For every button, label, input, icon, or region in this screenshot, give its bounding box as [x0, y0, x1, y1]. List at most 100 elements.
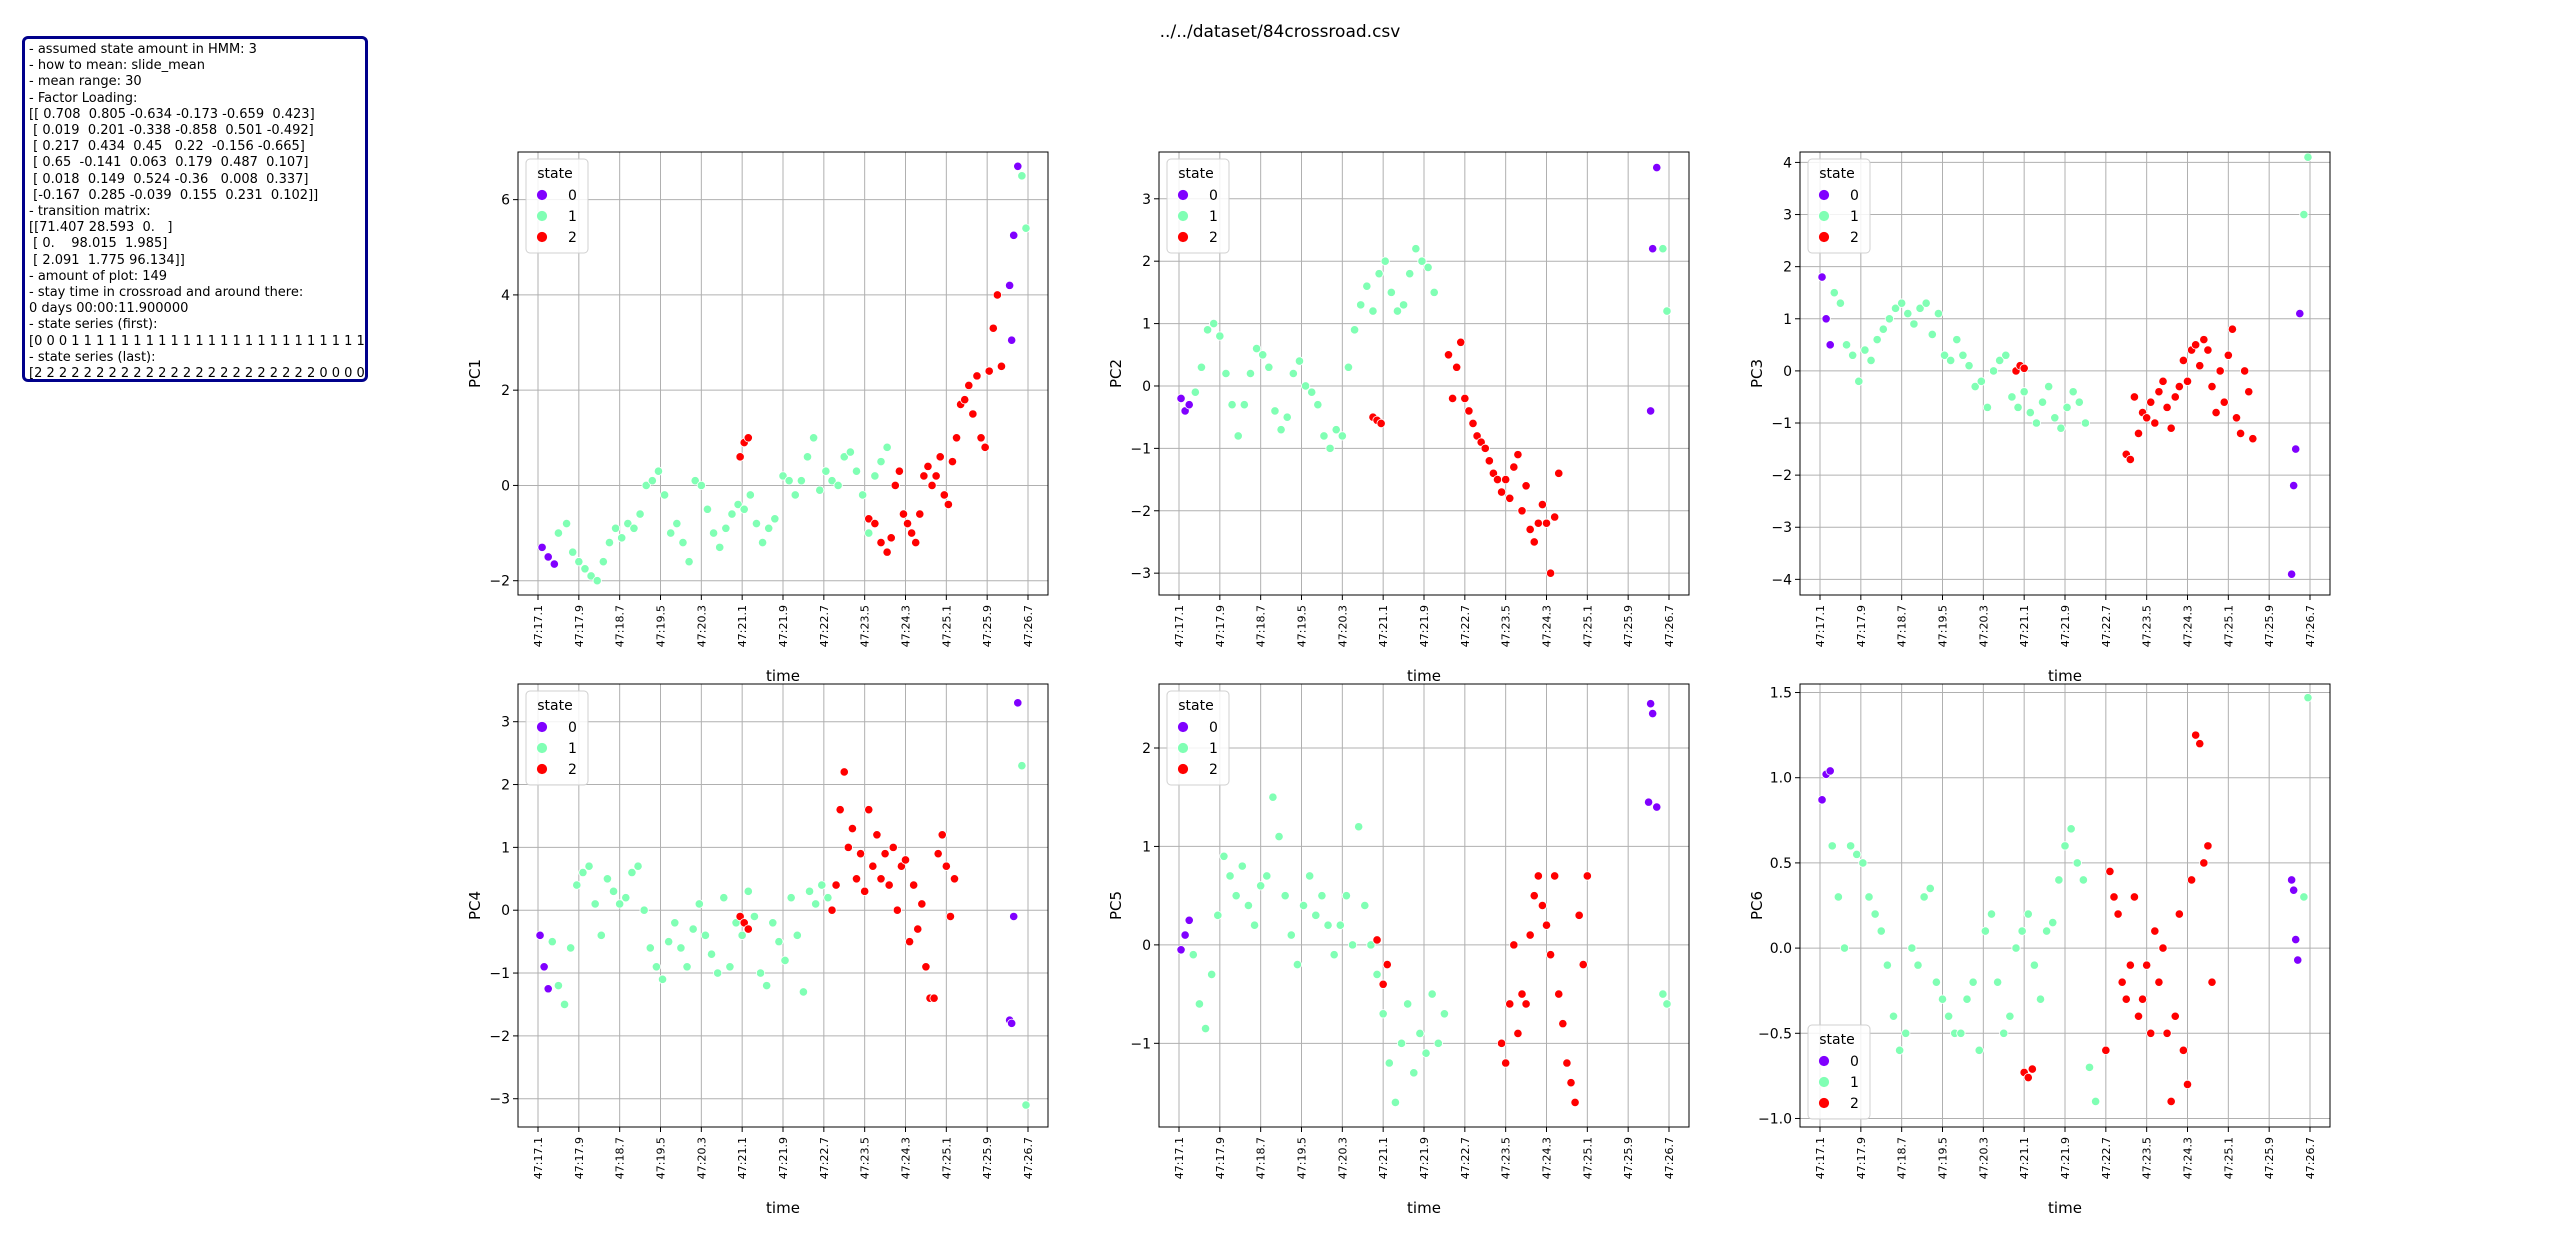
data-point-state-1	[733, 499, 743, 510]
data-point-state-2	[2101, 1045, 2111, 1055]
data-point-state-1	[786, 893, 796, 903]
data-point-state-1	[2017, 926, 2027, 936]
data-point-state-2	[864, 805, 874, 815]
legend-marker-state-0	[1818, 1055, 1830, 1067]
data-point-state-2	[2186, 875, 2197, 885]
data-point-state-2	[2231, 413, 2242, 423]
data-point-state-2	[1525, 930, 1535, 940]
data-point-state-1	[617, 533, 627, 543]
data-point-state-1	[1921, 298, 1931, 308]
data-point-state-2	[898, 509, 909, 519]
data-point-state-1	[1209, 318, 1219, 329]
info-line: [ 0.018 0.149 0.524 -0.36 0.008 0.337]	[29, 171, 309, 187]
data-point-state-2	[890, 480, 900, 491]
data-point-state-1	[858, 490, 868, 500]
data-point-state-2	[1480, 443, 1490, 453]
data-point-state-1	[1835, 298, 1846, 308]
data-point-state-2	[2137, 994, 2148, 1004]
data-point-state-2	[847, 823, 858, 834]
y-tick-label: 1.0	[1770, 771, 1792, 787]
info-line: 0 days 00:00:11.900000	[29, 301, 189, 317]
data-point-state-1	[1405, 269, 1415, 279]
data-point-state-1	[713, 968, 723, 978]
data-point-state-2	[943, 499, 953, 510]
data-point-state-1	[586, 571, 596, 581]
data-point-state-0	[535, 930, 545, 940]
info-line: [ 0.217 0.434 0.45 0.22 -0.156 -0.665]	[29, 139, 305, 155]
data-point-state-1	[727, 509, 737, 519]
data-point-state-1	[1200, 1023, 1211, 1034]
legend: state 0 1 2	[1807, 1024, 1871, 1120]
data-point-state-1	[1919, 892, 1929, 902]
data-point-state-2	[951, 433, 962, 443]
data-point-state-2	[1537, 499, 1548, 510]
y-axis-label: PC6	[1748, 891, 1766, 920]
x-tick-label: 47:17.9	[1855, 605, 1868, 647]
data-point-state-1	[1662, 306, 1672, 316]
data-point-state-1	[1854, 376, 1864, 386]
data-point-state-2	[1464, 406, 1474, 416]
y-tick-label: −0.5	[1758, 1026, 1792, 1042]
data-point-state-1	[1194, 999, 1205, 1009]
info-box: - assumed state amount in HMM: 3 - how t…	[22, 36, 368, 382]
data-point-state-2	[1496, 487, 1507, 497]
x-tick-label: 47:25.9	[981, 605, 994, 647]
data-point-state-1	[1329, 950, 1339, 960]
data-point-state-2	[2166, 1096, 2176, 1107]
data-point-state-2	[1545, 950, 1556, 960]
data-point-state-2	[2023, 1072, 2033, 1083]
y-tick-label: 0	[501, 903, 510, 919]
data-point-state-0	[537, 542, 547, 552]
data-point-state-1	[651, 962, 662, 972]
data-point-state-1	[1323, 920, 1333, 930]
data-point-state-1	[1901, 1028, 1911, 1038]
data-point-state-2	[2178, 355, 2189, 366]
data-point-state-1	[1962, 994, 1972, 1004]
data-point-state-0	[543, 984, 553, 994]
data-point-state-1	[1349, 325, 1360, 335]
data-point-state-1	[823, 893, 833, 903]
data-point-state-2	[892, 905, 902, 915]
data-point-state-0	[1652, 802, 1662, 812]
data-point-state-1	[623, 518, 633, 529]
x-tick-label: 47:20.3	[695, 1137, 708, 1179]
legend-label: 2	[568, 762, 577, 778]
data-point-state-0	[1648, 244, 1658, 254]
data-point-state-2	[1558, 1019, 1568, 1029]
data-point-state-2	[2150, 418, 2160, 428]
data-point-state-1	[1872, 335, 1882, 345]
data-point-state-2	[2150, 926, 2160, 936]
legend-label: 1	[1850, 209, 1859, 225]
legend-label: 0	[1850, 1054, 1859, 1070]
axes-frame	[1158, 683, 1690, 1128]
data-point-state-2	[831, 880, 841, 890]
legend-box	[1807, 158, 1871, 254]
data-point-state-1	[1343, 362, 1354, 372]
data-point-state-1	[833, 480, 843, 491]
data-point-state-1	[1274, 831, 1284, 842]
chart-4: 47:17.1 47:17.9 47:18.7 47:19.5 47:20.3 47:21…	[466, 683, 1049, 1217]
data-point-state-2	[2248, 434, 2258, 444]
x-tick-label: 47:19.5	[1296, 1137, 1309, 1179]
data-point-state-2	[1521, 481, 1531, 491]
data-point-state-1	[1341, 891, 1352, 901]
x-tick-label: 47:24.3	[900, 605, 913, 647]
data-point-state-0	[2291, 444, 2301, 454]
data-point-state-2	[888, 842, 898, 852]
x-tick-label: 47:18.7	[1896, 1137, 1909, 1179]
data-point-state-1	[690, 476, 700, 486]
data-point-state-1	[1325, 443, 1335, 453]
data-point-state-2	[980, 442, 990, 452]
x-tick-label: 47:21.9	[777, 1137, 790, 1179]
data-point-state-0	[1184, 400, 1194, 410]
y-tick-label: 2	[1142, 741, 1151, 757]
data-point-state-2	[941, 861, 951, 871]
data-point-state-2	[2219, 397, 2229, 407]
data-point-state-2	[992, 290, 1002, 300]
data-point-state-2	[1509, 940, 1519, 950]
data-point-state-1	[708, 528, 719, 538]
x-tick-label: 47:25.1	[940, 1137, 953, 1179]
data-point-state-2	[2244, 387, 2254, 397]
data-point-state-0	[1817, 795, 1827, 805]
